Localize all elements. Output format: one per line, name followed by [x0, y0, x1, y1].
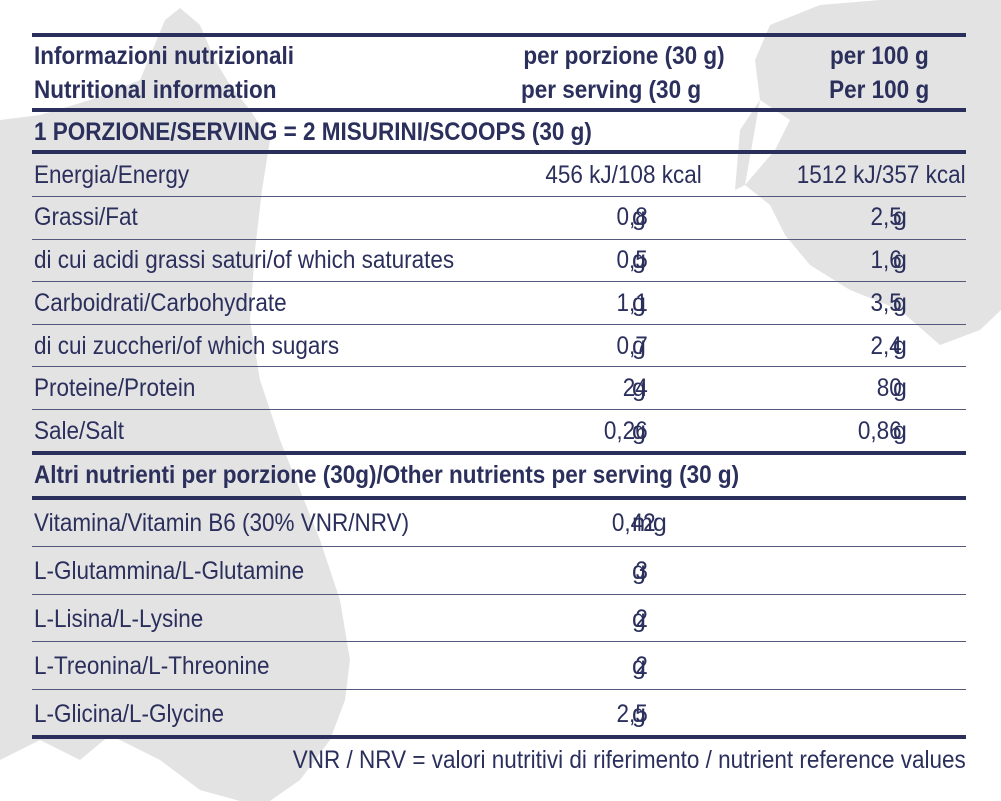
nutrient-per-serving-unit: g: [632, 246, 646, 274]
bottom-rule: [32, 735, 966, 739]
other-nutrient-unit: g: [632, 652, 646, 680]
other-nutrient-name: Vitamina/Vitamin B6 (30% VNR/NRV): [34, 509, 410, 537]
other-nutrient-value: 0,42: [612, 509, 656, 537]
nutrient-name: Proteine/Protein: [34, 374, 196, 402]
row-divider: [32, 324, 966, 325]
nutrient-per-100g-unit: g: [893, 203, 907, 231]
row-divider: [32, 239, 966, 240]
header-rule: [32, 108, 966, 112]
footnote: VNR / NRV = valori nutritivi di riferime…: [293, 746, 966, 774]
top-rule: [32, 33, 966, 37]
other-nutrient-unit: g: [632, 605, 646, 633]
row-divider: [32, 594, 966, 595]
other-nutrient-name: L-Glutammina/L-Glutamine: [34, 557, 305, 585]
row-divider: [32, 281, 966, 282]
nutrient-per-serving: 0,7: [616, 332, 648, 360]
nutrient-per-100g-unit: g: [893, 332, 907, 360]
nutrient-name: Energia/Energy: [34, 161, 190, 189]
row-divider: [32, 641, 966, 642]
header-col-serving-it: per porzione (30 g): [523, 42, 725, 70]
other-nutrient-value: 2,5: [616, 700, 648, 728]
row-divider: [32, 546, 966, 547]
header-col-serving-en: per serving (30 g: [520, 76, 701, 104]
nutrient-per-serving: 1,1: [616, 289, 648, 317]
section-rule: [32, 451, 966, 455]
nutrient-name: Carboidrati/Carbohydrate: [34, 289, 287, 317]
header-col-100g-it: per 100 g: [830, 42, 929, 70]
other-nutrients-header: Altri nutrienti per porzione (30g)/Other…: [34, 461, 740, 489]
serving-rule: [32, 150, 966, 154]
row-divider: [32, 366, 966, 367]
nutrient-per-serving-unit: g: [632, 289, 646, 317]
header-title-en: Nutritional information: [34, 76, 277, 104]
row-divider: [32, 689, 966, 690]
nutrient-per-serving: 0,26: [604, 417, 648, 445]
nutrient-per-serving-unit: g: [632, 332, 646, 360]
row-divider: [32, 409, 966, 410]
other-nutrient-value: 2: [635, 605, 648, 633]
nutrient-per-100g: 80: [876, 374, 902, 402]
other-nutrient-unit: g: [632, 557, 646, 585]
nutrition-label: Informazioni nutrizionali Nutritional in…: [32, 0, 966, 801]
nutrient-per-serving-unit: g: [632, 417, 646, 445]
nutrient-per-100g-unit: g: [893, 246, 907, 274]
nutrient-per-serving: 0,5: [616, 246, 648, 274]
nutrient-per-100g-unit: g: [893, 417, 907, 445]
header-title-it: Informazioni nutrizionali: [34, 42, 295, 70]
nutrient-per-serving-unit: g: [632, 374, 646, 402]
other-nutrient-unit: mg: [632, 509, 667, 537]
nutrient-name: di cui acidi grassi saturi/of which satu…: [34, 246, 455, 274]
other-header-rule: [32, 496, 966, 500]
nutrient-per-100g: 1512 kJ/357 kcal: [797, 161, 966, 189]
nutrient-per-100g-unit: g: [893, 289, 907, 317]
nutrient-per-serving: 0,8: [616, 203, 648, 231]
nutrient-per-100g: 0,86: [858, 417, 902, 445]
other-nutrient-name: L-Glicina/L-Glycine: [34, 700, 225, 728]
nutrient-per-serving-unit: g: [632, 203, 646, 231]
other-nutrient-name: L-Lisina/L-Lysine: [34, 605, 204, 633]
header-col-100g-en: Per 100 g: [828, 76, 929, 104]
nutrient-per-100g: 1,6: [870, 246, 902, 274]
nutrient-per-100g-unit: g: [893, 374, 907, 402]
nutrient-name: di cui zuccheri/of which sugars: [34, 332, 340, 360]
other-nutrient-value: 3: [635, 557, 648, 585]
nutrient-per-serving: 24: [622, 374, 648, 402]
other-nutrient-unit: g: [632, 700, 646, 728]
nutrient-per-100g: 3,5: [870, 289, 902, 317]
other-nutrient-value: 2: [635, 652, 648, 680]
nutrient-name: Grassi/Fat: [34, 203, 138, 231]
nutrient-per-serving: 456 kJ/108 kcal: [545, 161, 702, 189]
nutrient-per-100g: 2,5: [870, 203, 902, 231]
other-nutrient-name: L-Treonina/L-Threonine: [34, 652, 270, 680]
row-divider: [32, 196, 966, 197]
nutrient-per-100g: 2,4: [870, 332, 902, 360]
nutrient-name: Sale/Salt: [34, 417, 125, 445]
serving-note: 1 PORZIONE/SERVING = 2 MISURINI/SCOOPS (…: [34, 118, 592, 146]
